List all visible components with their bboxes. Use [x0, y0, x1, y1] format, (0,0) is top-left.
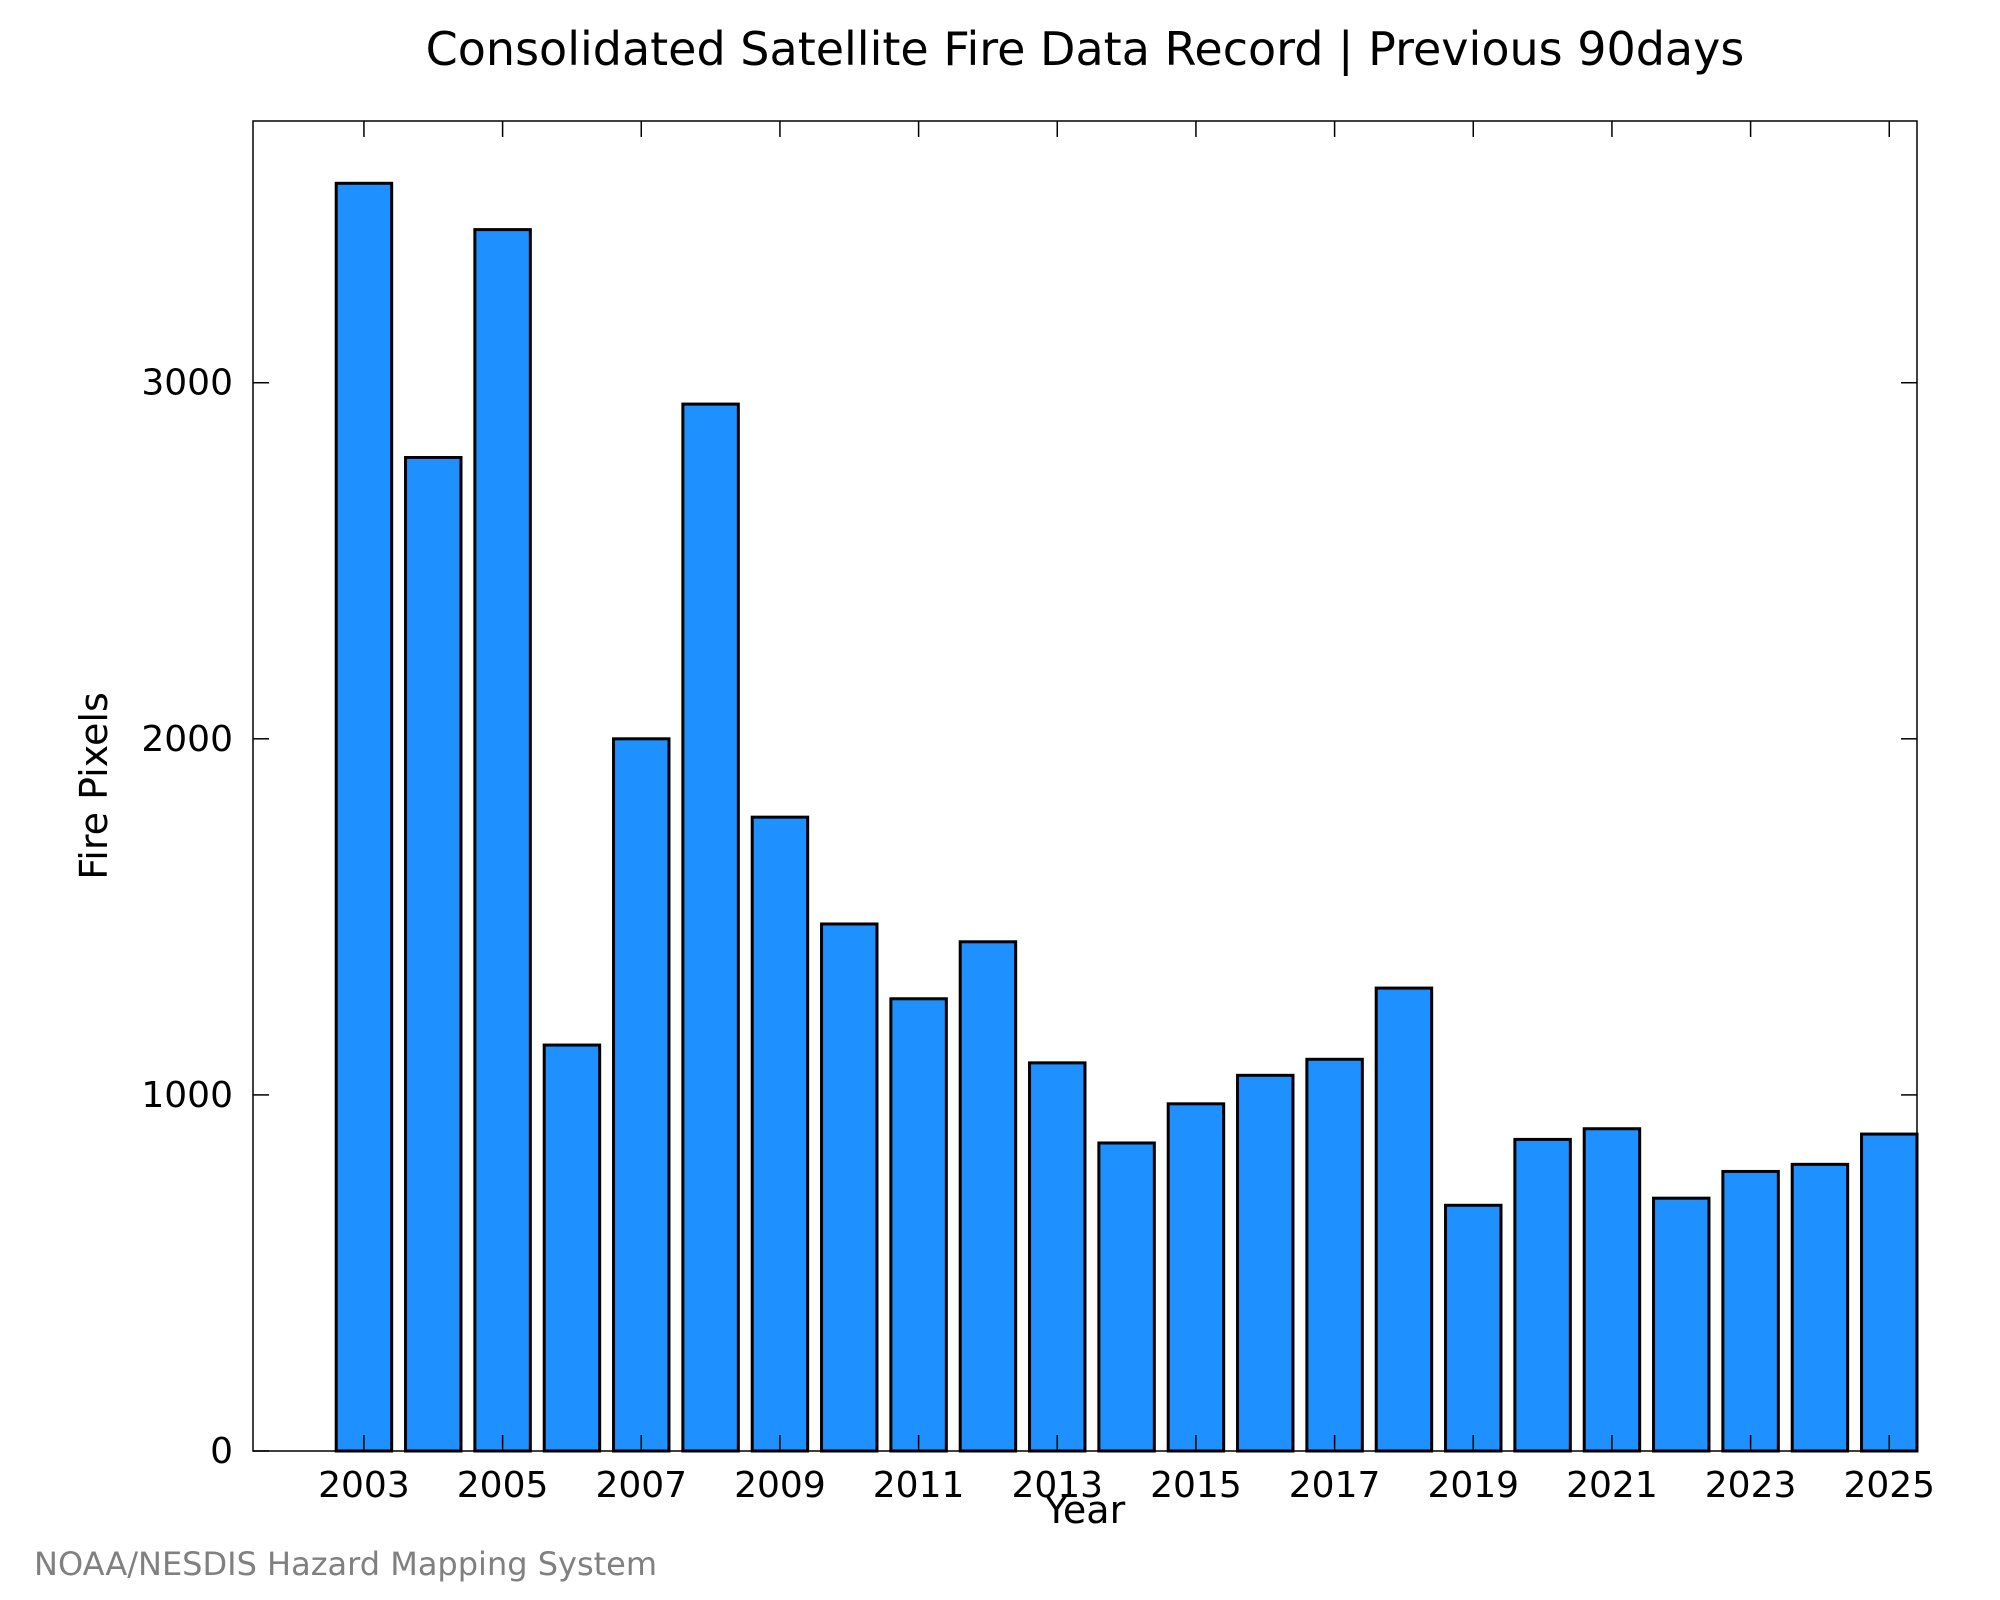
bar-2013 — [1028, 1061, 1087, 1453]
x-axis-title: Year — [1044, 1488, 1126, 1532]
x-tick-label-2007: 2007 — [595, 1465, 687, 1506]
chart-title: Consolidated Satellite Fire Data Record … — [426, 22, 1745, 77]
x-tick-label-2021: 2021 — [1566, 1465, 1658, 1506]
bar-2020 — [1513, 1137, 1572, 1453]
bar-2008 — [681, 402, 740, 1453]
bar-2011 — [889, 997, 948, 1453]
bar-2024 — [1790, 1162, 1850, 1453]
bars-group — [334, 181, 1919, 1453]
bar-2003 — [334, 181, 394, 1453]
x-tick-label-2017: 2017 — [1289, 1465, 1381, 1506]
x-tick-label-2009: 2009 — [734, 1465, 826, 1506]
y-tick-label-2000: 2000 — [141, 719, 233, 760]
ticks-group: 2003 2005 2007 2009 2011 2013 2015 2017 2019 2021… — [141, 121, 1935, 1506]
source-credit: NOAA/NESDIS Hazard Mapping System — [34, 1545, 657, 1583]
bar-2012 — [958, 940, 1018, 1453]
x-tick-label-2023: 2023 — [1705, 1465, 1797, 1506]
x-tick-label-2019: 2019 — [1427, 1465, 1519, 1506]
bar-2021 — [1582, 1127, 1642, 1453]
bar-2004 — [404, 456, 463, 1453]
x-tick-label-2015: 2015 — [1150, 1465, 1242, 1506]
bar-2014 — [1097, 1141, 1156, 1453]
bar-2015 — [1166, 1102, 1226, 1453]
bar-2005 — [473, 228, 532, 1453]
bar-2023 — [1721, 1169, 1780, 1453]
x-tick-label-2003: 2003 — [318, 1465, 410, 1506]
x-tick-label-2005: 2005 — [457, 1465, 549, 1506]
y-tick-label-1000: 1000 — [141, 1075, 233, 1116]
bar-2019 — [1444, 1203, 1503, 1453]
bar-2017 — [1305, 1057, 1364, 1453]
bar-2018 — [1374, 986, 1434, 1453]
bar-2006 — [542, 1043, 602, 1453]
bar-2007 — [612, 737, 671, 1453]
y-tick-label-0: 0 — [210, 1431, 233, 1472]
bar-2016 — [1236, 1073, 1295, 1453]
x-tick-label-2013: 2013 — [1011, 1465, 1103, 1506]
y-axis-title: Fire Pixels — [72, 692, 116, 880]
bar-2010 — [820, 922, 879, 1453]
bar-2022 — [1652, 1196, 1711, 1453]
y-tick-label-3000: 3000 — [141, 363, 233, 404]
x-tick-label-2025: 2025 — [1843, 1465, 1935, 1506]
bar-2009 — [750, 815, 810, 1453]
bar-2025 — [1860, 1132, 1919, 1453]
plot-frame — [252, 120, 1918, 1452]
x-tick-label-2011: 2011 — [873, 1465, 965, 1506]
